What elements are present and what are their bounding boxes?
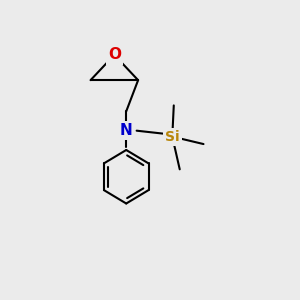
Text: N: N — [120, 123, 133, 138]
Text: Si: Si — [165, 130, 180, 144]
Text: O: O — [108, 47, 121, 62]
